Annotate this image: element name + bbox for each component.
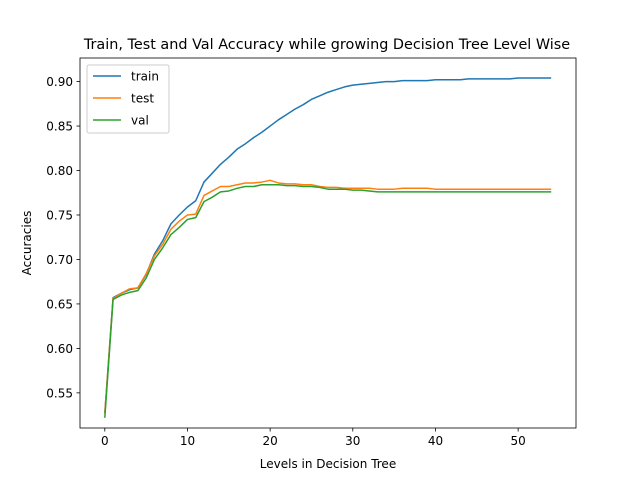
y-tick-label: 0.65 xyxy=(46,297,73,311)
legend-label-test: test xyxy=(131,92,154,106)
legend-label-train: train xyxy=(131,70,159,84)
y-tick-label: 0.85 xyxy=(46,120,73,134)
y-tick-label: 0.60 xyxy=(46,342,73,356)
series-line-train xyxy=(104,77,552,414)
y-tick-label: 0.75 xyxy=(46,208,73,222)
plot-frame xyxy=(79,57,577,429)
y-tick-label: 0.55 xyxy=(46,386,73,400)
y-tick-label: 0.80 xyxy=(46,164,73,178)
y-axis-ticks: 0.55 0.60 0.65 0.70 0.75 0.80 0.85 0.90 xyxy=(46,75,80,400)
chart-title: Train, Test and Val Accuracy while growi… xyxy=(83,37,570,53)
y-tick-label: 0.70 xyxy=(46,253,73,267)
legend-label-val: val xyxy=(131,114,149,128)
series-line-val xyxy=(104,183,552,418)
x-tick-label: 10 xyxy=(180,434,195,448)
x-tick-label: 30 xyxy=(345,434,360,448)
legend: train test val xyxy=(86,64,170,134)
y-axis-label: Accuracies xyxy=(20,211,34,276)
x-tick-label: 50 xyxy=(510,434,525,448)
series-line-test xyxy=(104,179,552,414)
x-axis-ticks: 0 10 20 30 40 50 xyxy=(101,428,526,448)
legend-box xyxy=(86,64,170,134)
legend-entries: train test val xyxy=(93,70,159,128)
y-tick-label: 0.90 xyxy=(46,75,73,89)
x-tick-label: 20 xyxy=(262,434,277,448)
x-axis-label: Levels in Decision Tree xyxy=(260,457,396,471)
series-layer xyxy=(104,77,552,418)
x-tick-label: 0 xyxy=(101,434,109,448)
x-tick-label: 40 xyxy=(428,434,443,448)
